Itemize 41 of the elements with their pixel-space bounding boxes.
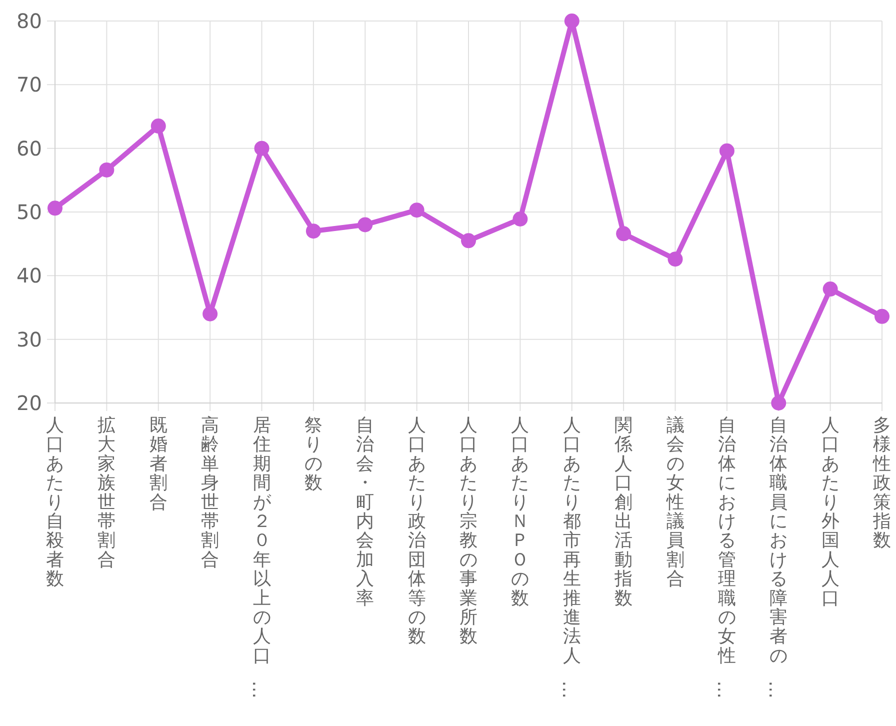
point (461, 233, 476, 248)
category-label: 居住期間が２０年以上の人口… (248, 415, 271, 699)
x-tick-label: 多様性政策指数 (872, 415, 891, 552)
y-tick-label: 60 (16, 136, 42, 160)
point (822, 282, 838, 297)
category-label: 人口あたり政治団体等の数 (408, 415, 426, 648)
point (616, 226, 632, 242)
point (512, 212, 528, 227)
point (202, 306, 218, 322)
category-label: 人口あたり都市再生推進法人… (558, 415, 581, 699)
category-label: 人口あたり自殺者数 (46, 415, 64, 590)
x-tick-label: 既婚者割合 (149, 415, 168, 513)
category-label: 関係人口創出活動指数 (614, 415, 633, 609)
point (719, 143, 734, 158)
y-tick-label: 80 (16, 9, 42, 33)
category-label: 人口あたりＮＰＯの数 (511, 415, 530, 609)
point (48, 200, 62, 216)
point (254, 140, 270, 156)
point (771, 396, 786, 410)
category-label: 自治体職員における障害者の… (764, 415, 788, 699)
y-tick-label: 30 (16, 327, 42, 352)
category-label: 自治体における管理職の女性… (712, 415, 736, 699)
x-tick-label: 高齢単身世帯割合 (201, 415, 220, 570)
category-label: 人口あたり外国人人口 (821, 415, 840, 609)
point (306, 224, 321, 239)
x-tick-label: 拡大家族世帯割合 (98, 415, 116, 570)
category-label: 議会の女性議員割合 (666, 415, 684, 590)
y-tick-label: 20 (16, 391, 42, 415)
point (874, 308, 890, 324)
point (150, 118, 166, 134)
point (99, 162, 114, 178)
point (409, 202, 424, 218)
point (668, 252, 683, 267)
y-tick-label: 70 (16, 72, 42, 97)
x-tick-label: 祭りの数 (304, 415, 322, 494)
category-label: 人口あたり宗教の事業所数 (460, 415, 478, 648)
y-tick-label: 50 (16, 200, 42, 224)
y-tick-label: 40 (16, 264, 42, 288)
point (564, 14, 580, 28)
point (358, 217, 373, 232)
category-label: 自治会・町内会加入率 (356, 415, 374, 609)
